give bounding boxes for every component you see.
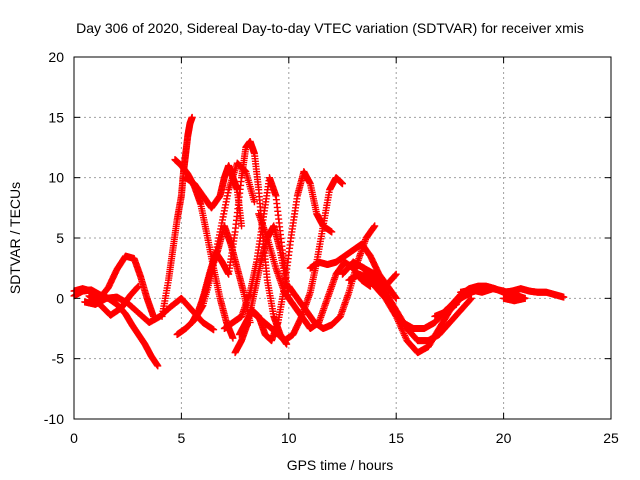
data-point (238, 222, 246, 230)
axis-ticks: 0 5 10 15 20 25 -10 -5 0 5 10 15 20 (44, 49, 619, 446)
x-tick-label: 25 (603, 430, 619, 446)
y-tick-label: -5 (52, 351, 65, 367)
data-point (250, 198, 258, 206)
series-track-23 (457, 285, 529, 302)
series-track-24 (500, 294, 529, 305)
y-tick-label: 10 (48, 170, 64, 186)
y-tick-label: 0 (56, 290, 64, 306)
data-point (154, 362, 162, 370)
series-track-21 (349, 258, 400, 290)
data-point (134, 282, 142, 290)
series-track-20 (360, 264, 475, 345)
grid-lines (74, 57, 611, 419)
series-track-5 (158, 113, 196, 320)
y-tick-label: 15 (48, 109, 64, 125)
x-tick-label: 15 (388, 430, 404, 446)
data-point (560, 293, 568, 301)
x-tick-label: 0 (70, 430, 78, 446)
chart-title: Day 306 of 2020, Sidereal Day-to-day VTE… (76, 20, 584, 36)
data-point (391, 271, 399, 279)
data-point (392, 270, 400, 278)
data-point (210, 326, 218, 334)
data-point (392, 294, 400, 302)
data-point (328, 228, 336, 236)
data-point (521, 294, 529, 302)
data-point (467, 294, 475, 302)
data-point (188, 113, 196, 121)
y-tick-label: -10 (44, 411, 64, 427)
x-tick-label: 20 (496, 430, 512, 446)
series-track-4 (85, 282, 142, 319)
x-tick-label: 5 (178, 430, 186, 446)
y-tick-label: 20 (48, 49, 64, 65)
series-track-14 (246, 174, 346, 345)
series-track-12 (220, 174, 293, 332)
series-track-17 (306, 240, 400, 302)
data-points (70, 113, 568, 370)
data-point (229, 334, 237, 342)
data-point (339, 180, 346, 188)
y-tick-label: 5 (56, 230, 64, 246)
x-tick-label: 10 (281, 430, 297, 446)
data-point (371, 222, 379, 230)
series-track-2 (70, 252, 157, 320)
data-point (467, 295, 475, 303)
x-axis-label: GPS time / hours (287, 457, 394, 473)
y-axis-label: SDTVAR / TECUs (7, 182, 23, 294)
